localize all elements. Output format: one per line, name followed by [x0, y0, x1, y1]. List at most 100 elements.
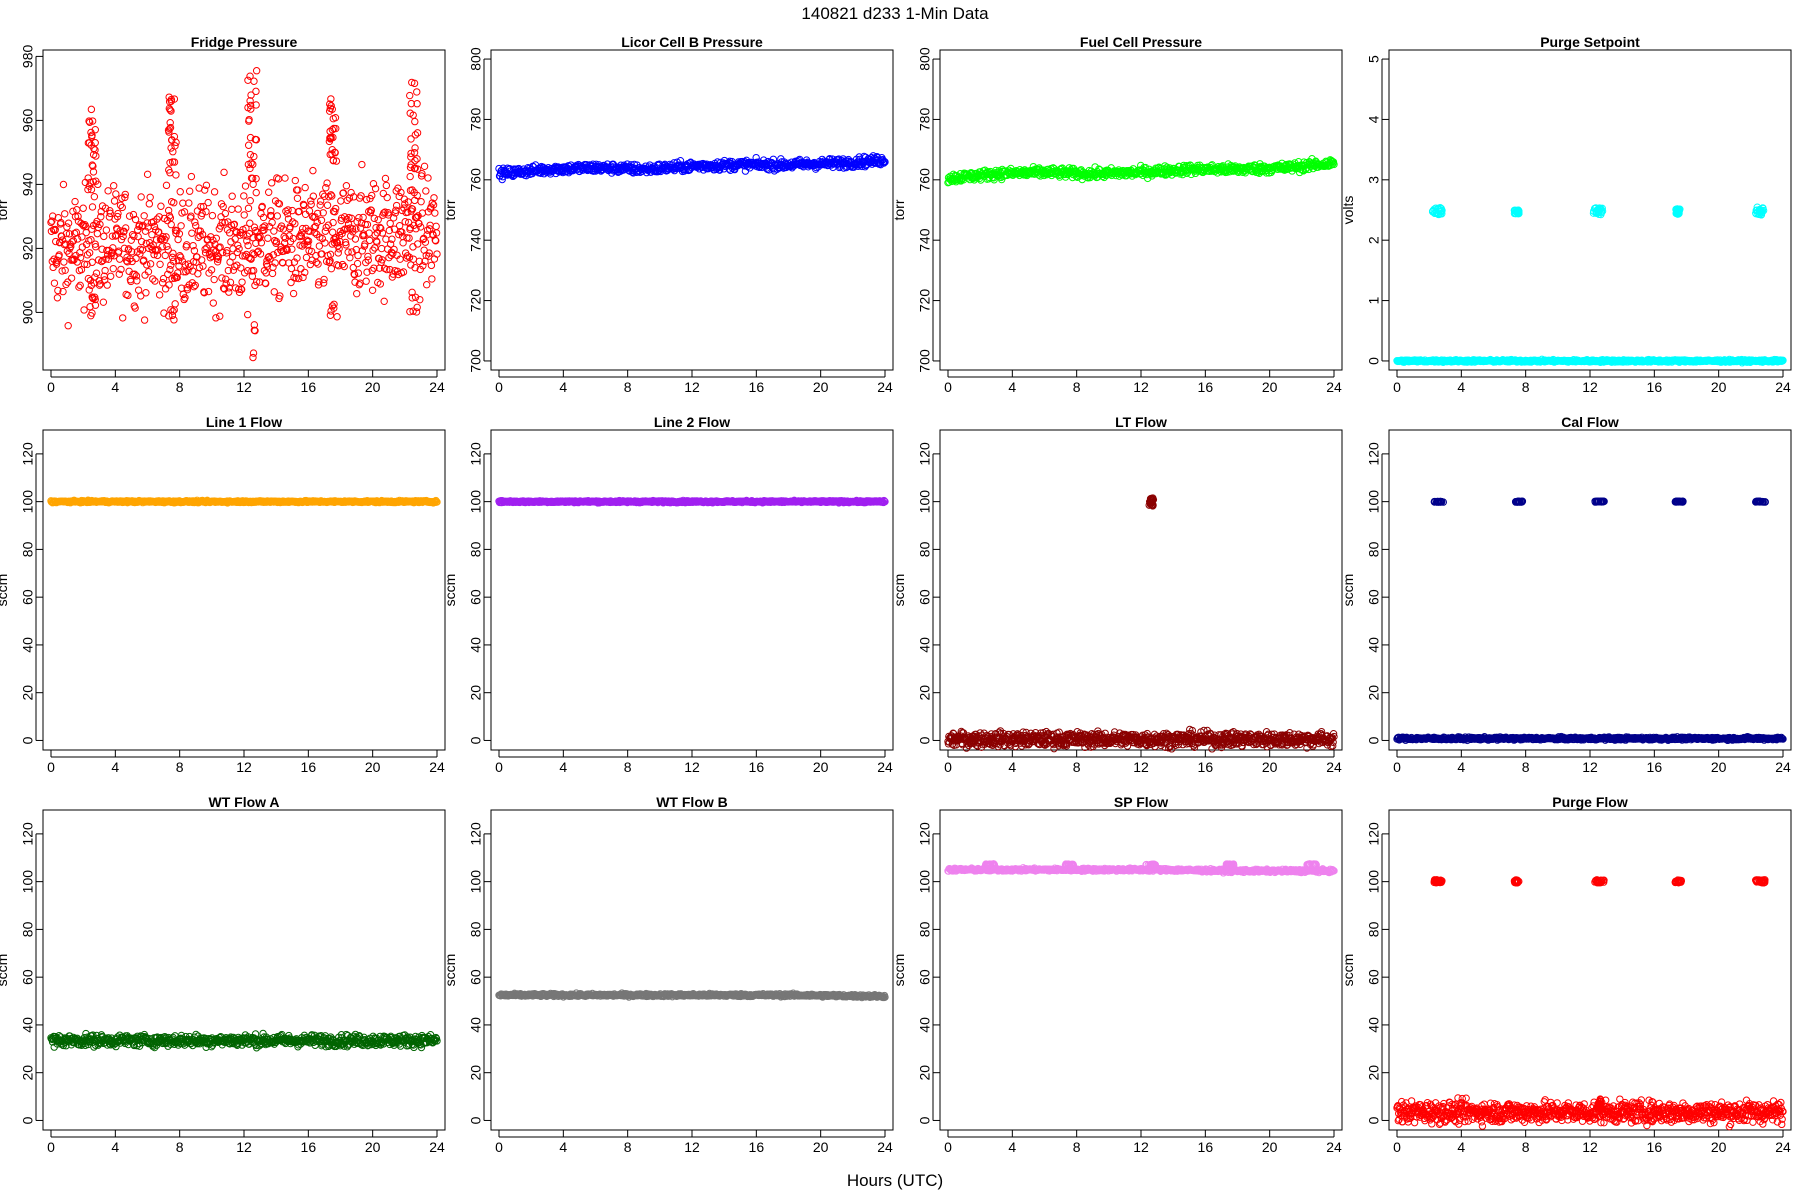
x-tick-label: 8 — [176, 759, 184, 775]
y-tick-label: 940 — [20, 173, 36, 197]
data-point — [208, 211, 217, 220]
data-point — [80, 260, 89, 268]
data-point — [246, 197, 254, 205]
data-point — [200, 289, 208, 297]
data-point — [148, 231, 156, 239]
data-point — [191, 218, 199, 226]
plot-frame — [1388, 49, 1792, 371]
data-point — [365, 236, 374, 245]
data-point — [241, 182, 250, 190]
x-tick-label: 12 — [236, 379, 252, 395]
data-point — [175, 230, 184, 238]
x-tick-label: 16 — [749, 759, 765, 775]
panel-title: Purge Setpoint — [1540, 34, 1640, 50]
data-point — [176, 253, 185, 261]
data-point — [71, 197, 79, 206]
data-point — [60, 258, 68, 266]
data-point — [249, 353, 257, 362]
data-point — [75, 283, 83, 291]
x-tick-label: 24 — [1326, 379, 1342, 395]
data-point — [85, 249, 94, 257]
x-tick-label: 4 — [1457, 379, 1465, 395]
data-point — [106, 207, 114, 215]
data-point — [115, 247, 123, 255]
data-point — [149, 275, 157, 283]
data-point — [116, 227, 124, 235]
data-point — [47, 227, 56, 235]
data-point — [52, 237, 60, 246]
y-axis-label: torr — [891, 199, 907, 220]
data-point — [161, 285, 170, 293]
data-point — [413, 240, 422, 248]
data-point — [53, 294, 62, 302]
data-point — [362, 277, 370, 285]
data-series — [495, 496, 889, 507]
data-point — [65, 230, 74, 238]
y-axis-label: sccm — [0, 574, 10, 607]
data-point — [109, 264, 117, 273]
data-point — [330, 300, 338, 308]
y-axis-label: sccm — [891, 574, 907, 607]
data-point — [210, 275, 218, 284]
data-point — [155, 291, 164, 299]
y-tick-label: 3 — [1366, 176, 1382, 184]
data-point — [164, 206, 173, 215]
y-tick-label: 0 — [468, 736, 484, 744]
y-tick-label: 920 — [20, 237, 36, 261]
x-tick-label: 24 — [1775, 379, 1791, 395]
data-point — [432, 222, 440, 231]
data-point — [149, 241, 157, 249]
data-point — [146, 193, 154, 201]
data-point — [368, 286, 377, 294]
data-point — [142, 289, 150, 297]
data-point — [108, 232, 117, 240]
data-point — [83, 251, 92, 259]
data-point — [119, 314, 127, 322]
data-point — [144, 267, 153, 276]
data-point — [170, 199, 178, 207]
data-point — [188, 229, 196, 237]
data-point — [342, 182, 351, 190]
plot-frame — [42, 429, 446, 751]
data-point — [379, 189, 388, 198]
data-point — [102, 255, 110, 263]
panel-title: Fuel Cell Pressure — [1080, 34, 1202, 50]
x-tick-label: 4 — [111, 379, 119, 395]
data-point — [120, 244, 129, 253]
data-point — [73, 235, 82, 243]
data-point — [413, 88, 421, 96]
x-tick-label: 4 — [111, 759, 119, 775]
data-point — [76, 253, 85, 262]
data-point — [197, 202, 205, 211]
data-point — [109, 182, 118, 190]
x-tick-label: 16 — [301, 379, 317, 395]
x-tick-label: 8 — [624, 759, 632, 775]
data-point — [431, 209, 439, 217]
y-tick-label: 0 — [1366, 357, 1382, 365]
data-point — [106, 209, 114, 218]
data-point — [85, 286, 93, 294]
y-tick-label: 80 — [20, 541, 36, 557]
y-axis-label: volts — [1340, 196, 1356, 225]
plot-frame — [490, 49, 894, 371]
data-point — [357, 192, 365, 200]
data-point — [410, 196, 419, 205]
data-point — [48, 217, 56, 225]
data-point — [165, 281, 173, 289]
data-point — [209, 299, 218, 307]
data-point — [204, 287, 213, 296]
data-point — [213, 258, 222, 266]
data-point — [409, 243, 417, 251]
data-point — [238, 278, 246, 286]
figure-title: 140821 d233 1-Min Data — [801, 4, 989, 23]
data-point — [264, 188, 273, 196]
y-tick-label: 800 — [917, 47, 933, 71]
data-point — [428, 275, 436, 283]
data-point — [96, 280, 105, 288]
y-tick-label: 700 — [917, 349, 933, 373]
x-tick-label: 8 — [1522, 379, 1530, 395]
data-point — [156, 260, 164, 269]
data-point — [133, 277, 141, 285]
data-point — [380, 297, 388, 306]
